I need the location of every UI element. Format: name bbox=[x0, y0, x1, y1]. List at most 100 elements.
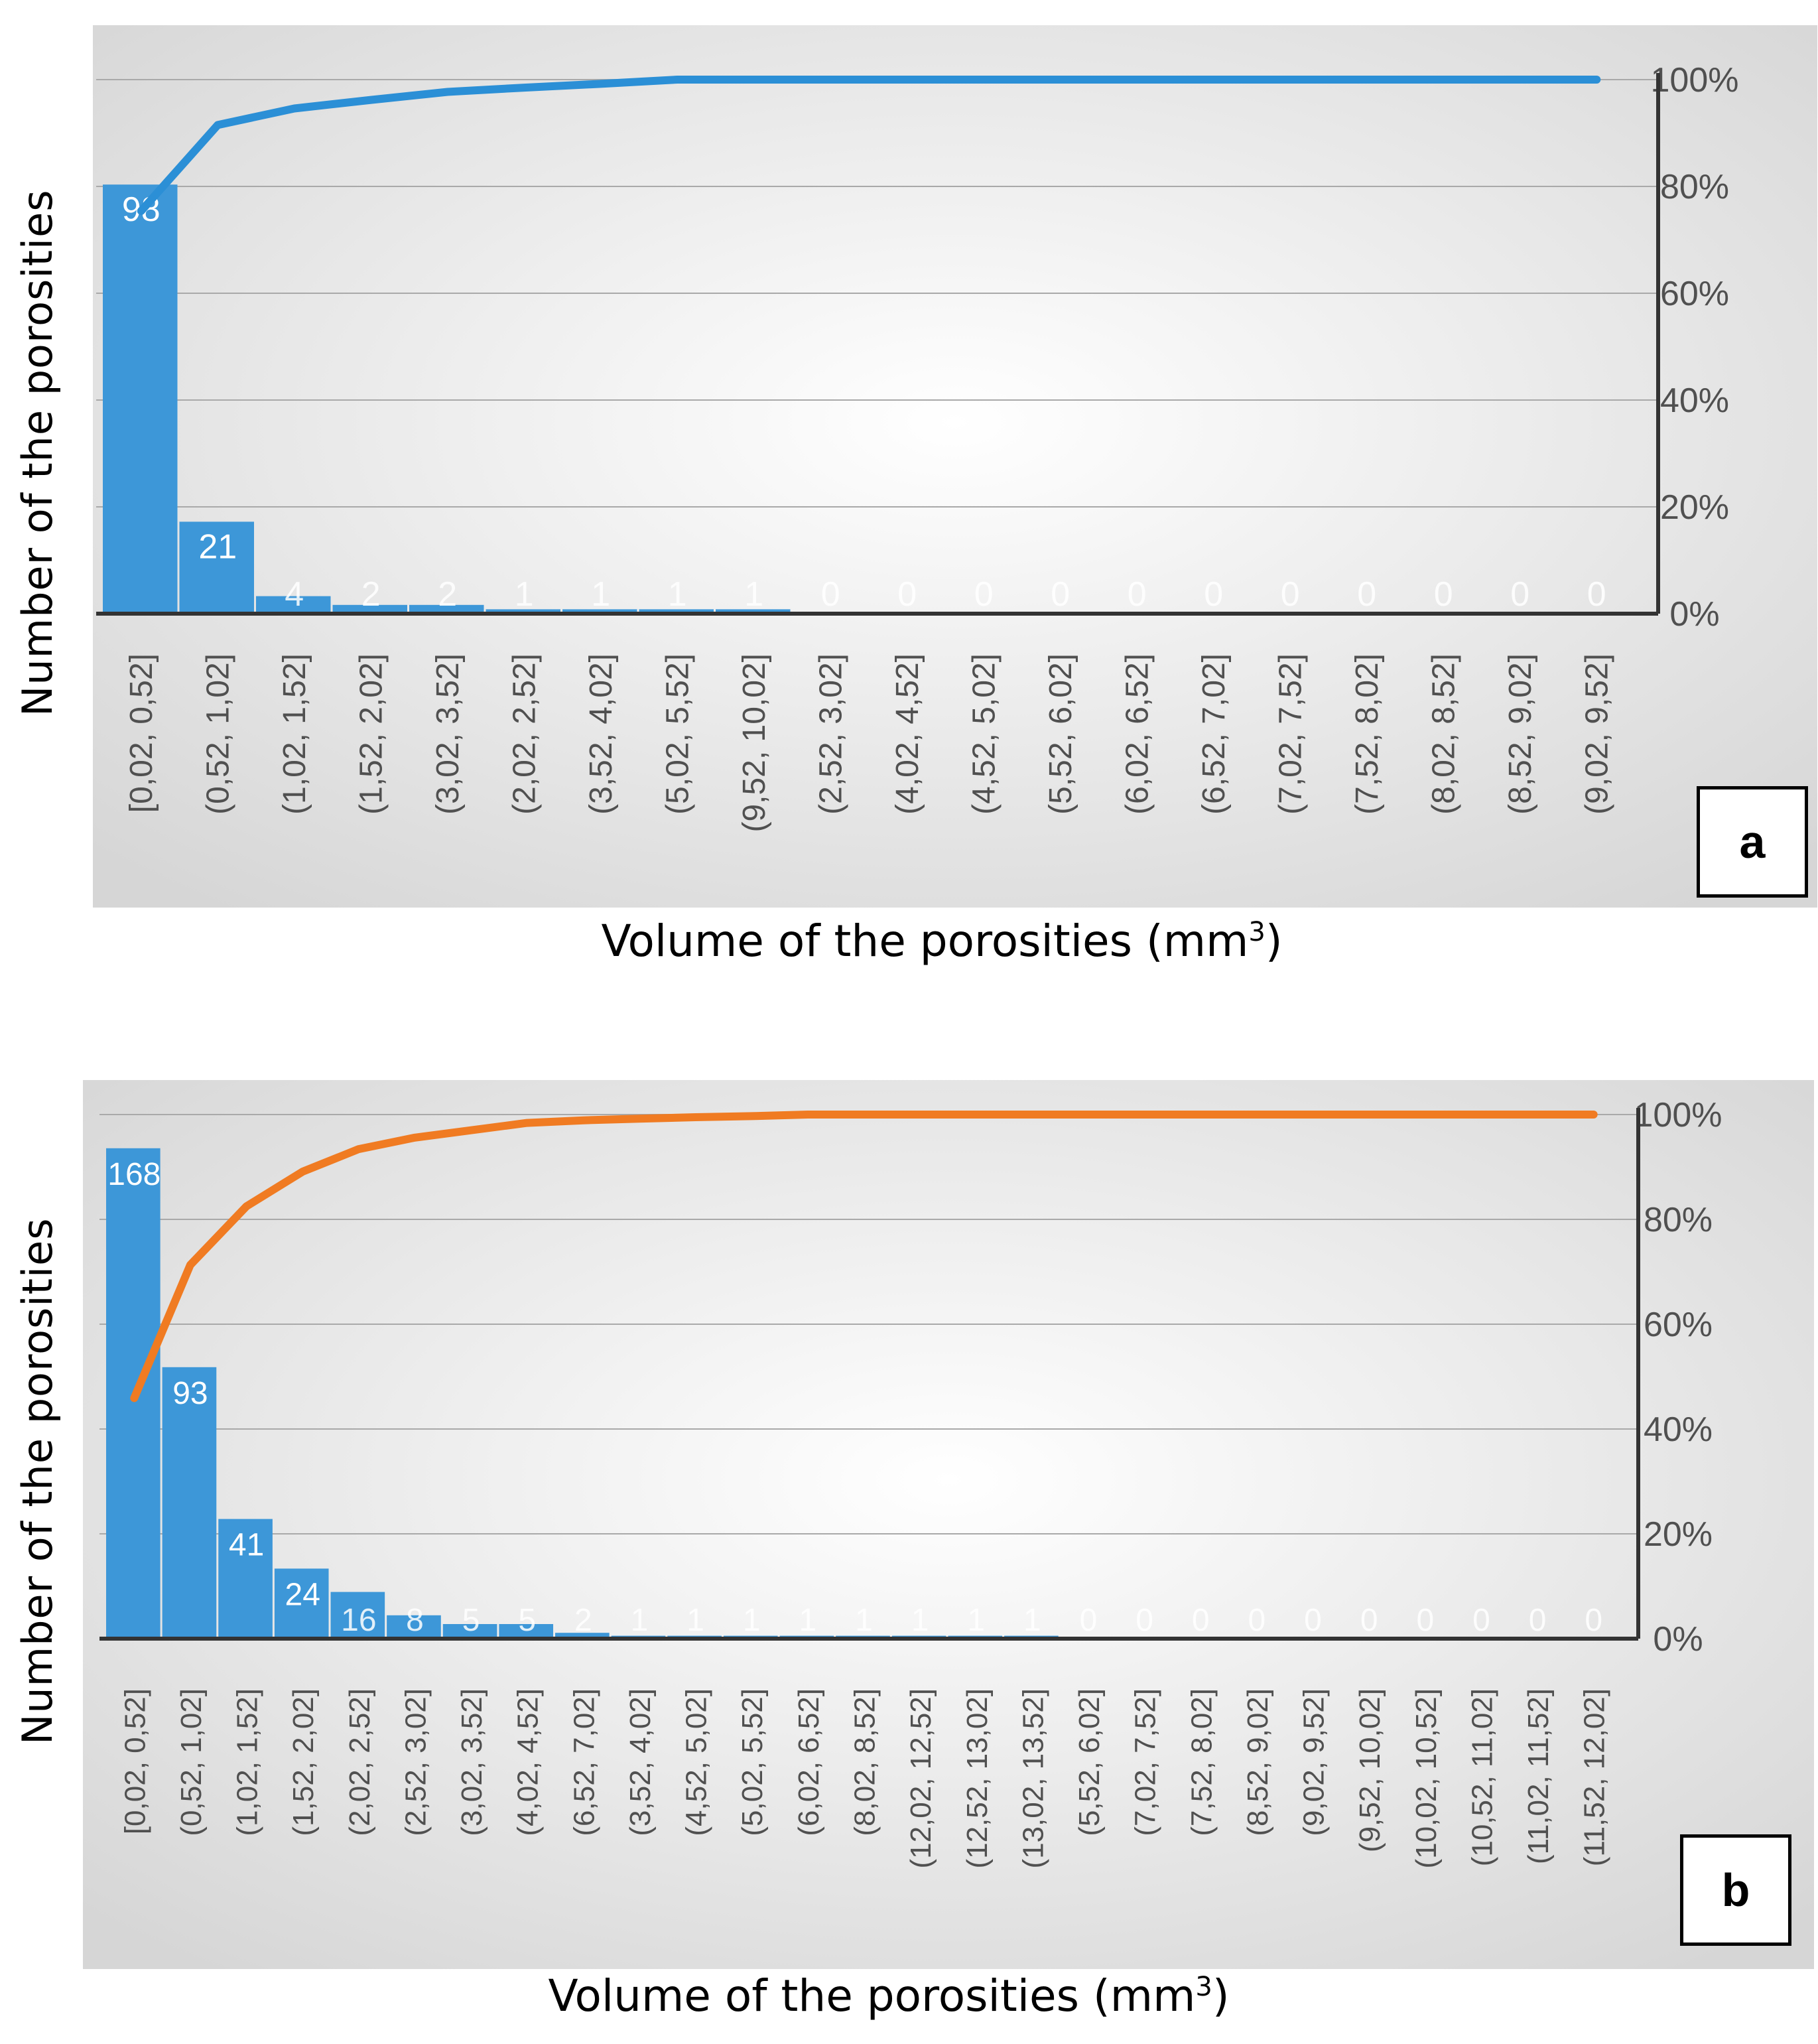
bar-data-label: 0 bbox=[1357, 575, 1376, 614]
y2-tick-label: 20% bbox=[1660, 488, 1729, 527]
x-category-label: (7,52, 8,02] bbox=[1185, 1688, 1218, 1836]
bar-data-label: 2 bbox=[574, 1603, 592, 1638]
x-category-label: (10,02, 10,52] bbox=[1410, 1688, 1443, 1869]
x-category-label: (1,02, 1,52] bbox=[277, 653, 312, 815]
x-category-label: (3,52, 4,02] bbox=[624, 1688, 657, 1836]
bar-data-label: 21 bbox=[198, 527, 237, 566]
bar-data-label: 1 bbox=[855, 1603, 873, 1638]
x-category-label: (9,52, 10,02] bbox=[1354, 1688, 1386, 1852]
x-category-label: (6,52, 7,02] bbox=[1197, 653, 1232, 815]
bar-data-label: 0 bbox=[1434, 575, 1453, 614]
plot-background bbox=[83, 1080, 1814, 1969]
bar-data-label: 16 bbox=[341, 1603, 376, 1638]
bar-data-label: 1 bbox=[967, 1603, 985, 1638]
x-category-label: [0,02, 0,52] bbox=[124, 653, 159, 813]
bar-data-label: 1 bbox=[668, 575, 687, 614]
x-category-label: (1,52, 2,02] bbox=[354, 653, 389, 815]
bar-data-label: 1 bbox=[911, 1603, 929, 1638]
y2-tick-label: 0% bbox=[1653, 1620, 1703, 1659]
x-category-label: (0,52, 1,02] bbox=[200, 653, 235, 815]
x-category-label: (8,52, 9,02] bbox=[1503, 653, 1538, 815]
bar-data-label: 8 bbox=[406, 1603, 424, 1638]
x-category-label: (5,52, 6,02] bbox=[1043, 653, 1078, 815]
cumulative-line bbox=[130, 1111, 1598, 1402]
bar-data-label: 1 bbox=[686, 1603, 704, 1638]
bar-data-label: 24 bbox=[285, 1577, 320, 1612]
bar-data-label: 0 bbox=[1360, 1603, 1378, 1638]
bar bbox=[716, 609, 791, 614]
bar-data-label: 0 bbox=[1281, 575, 1300, 614]
bar-data-label: 0 bbox=[1529, 1603, 1547, 1638]
bar-data-label: 1 bbox=[744, 575, 763, 614]
bar-data-label: 168 bbox=[107, 1157, 161, 1192]
bar-data-label: 2 bbox=[361, 575, 381, 614]
bar bbox=[387, 1615, 441, 1639]
x-category-label: (5,02, 5,52] bbox=[660, 653, 695, 815]
bar-data-label: 1 bbox=[631, 1603, 649, 1638]
x-category-label: (12,52, 13,02] bbox=[961, 1688, 994, 1869]
bar bbox=[486, 609, 560, 614]
x-category-label: (3,02, 3,52] bbox=[430, 653, 466, 815]
bar-data-label: 0 bbox=[821, 575, 840, 614]
bar-data-label: 41 bbox=[229, 1528, 264, 1563]
bar-data-label: 0 bbox=[1472, 1603, 1490, 1638]
bar bbox=[179, 521, 254, 614]
x-axis-label-b: Volume of the porosities (mm3) bbox=[548, 1970, 1230, 2021]
bar-data-label: 0 bbox=[1416, 1603, 1434, 1638]
x-category-label: (6,02, 6,52] bbox=[1120, 653, 1155, 815]
x-category-label: (5,52, 6,02] bbox=[1073, 1688, 1106, 1836]
bar-data-label: 0 bbox=[1248, 1603, 1266, 1638]
bar-data-label: 0 bbox=[1136, 1603, 1153, 1638]
bar bbox=[639, 609, 714, 614]
x-category-label: (6,02, 6,52] bbox=[793, 1688, 825, 1836]
x-category-label: (1,52, 2,02] bbox=[287, 1688, 320, 1836]
bar-data-label: 0 bbox=[974, 575, 994, 614]
x-category-label: (11,02, 11,52] bbox=[1522, 1688, 1555, 1864]
x-category-label: [0,02, 0,52] bbox=[119, 1688, 151, 1834]
y2-tick-label: 60% bbox=[1660, 275, 1729, 313]
chart-panel-a: 0% 20% 40% 60% 80% 100% 98 21 4 2 2 1 1 1 1 0 0 0 0 0 0 0 0 0 0 0… bbox=[0, 0, 1818, 995]
x-category-label: (2,52, 3,02] bbox=[399, 1688, 432, 1836]
bar-data-label: 93 bbox=[172, 1376, 208, 1411]
bar-data-label: 1 bbox=[743, 1603, 761, 1638]
x-category-label: (2,52, 3,02] bbox=[813, 653, 848, 815]
bar-data-label: 0 bbox=[1304, 1603, 1322, 1638]
bar bbox=[332, 604, 407, 614]
bar bbox=[555, 1633, 610, 1639]
x-category-label: (2,02, 2,52] bbox=[507, 653, 542, 815]
bar bbox=[499, 1624, 554, 1639]
y2-tick-label: 60% bbox=[1644, 1306, 1713, 1344]
x-category-label: (7,02, 7,52] bbox=[1130, 1688, 1162, 1836]
bar bbox=[256, 596, 331, 614]
y2-tick-label: 80% bbox=[1644, 1201, 1713, 1239]
bar-data-label: 0 bbox=[1080, 1603, 1098, 1638]
x-category-label: (0,52, 1,02] bbox=[175, 1688, 208, 1836]
panel-label-a: a bbox=[1697, 786, 1808, 898]
bar-data-label: 0 bbox=[1192, 1603, 1210, 1638]
bar bbox=[218, 1519, 273, 1639]
x-category-label: (10,52, 11,02] bbox=[1466, 1688, 1498, 1866]
x-category-label: (8,02, 8,52] bbox=[849, 1688, 881, 1836]
x-axis-label-a: Volume of the porosities (mm3) bbox=[601, 916, 1283, 967]
bar-data-label: 0 bbox=[1510, 575, 1529, 614]
y2-tick-label: 100% bbox=[1651, 61, 1739, 100]
bar bbox=[103, 184, 178, 614]
bar-data-label: 0 bbox=[1204, 575, 1223, 614]
y2-tick-label: 40% bbox=[1660, 381, 1729, 420]
bar-data-label: 0 bbox=[1585, 1603, 1602, 1638]
y2-tick-label: 80% bbox=[1660, 168, 1729, 206]
bar bbox=[409, 604, 484, 614]
x-category-label: (13,02, 13,52] bbox=[1017, 1688, 1049, 1869]
x-category-label: (7,52, 8,02] bbox=[1350, 653, 1385, 815]
x-category-label: (1,02, 1,52] bbox=[231, 1688, 264, 1836]
y-axis-label-a: Number of the porosities bbox=[13, 189, 62, 716]
bar bbox=[274, 1568, 329, 1639]
bar-data-label: 1 bbox=[1023, 1603, 1041, 1638]
x-category-label: (9,52, 10,02] bbox=[737, 653, 772, 833]
y2-tick-label: 20% bbox=[1644, 1515, 1713, 1554]
x-category-label: (4,52, 5,02] bbox=[966, 653, 1002, 815]
bar-data-label: 1 bbox=[591, 575, 610, 614]
y2-tick-label: 0% bbox=[1669, 595, 1719, 634]
